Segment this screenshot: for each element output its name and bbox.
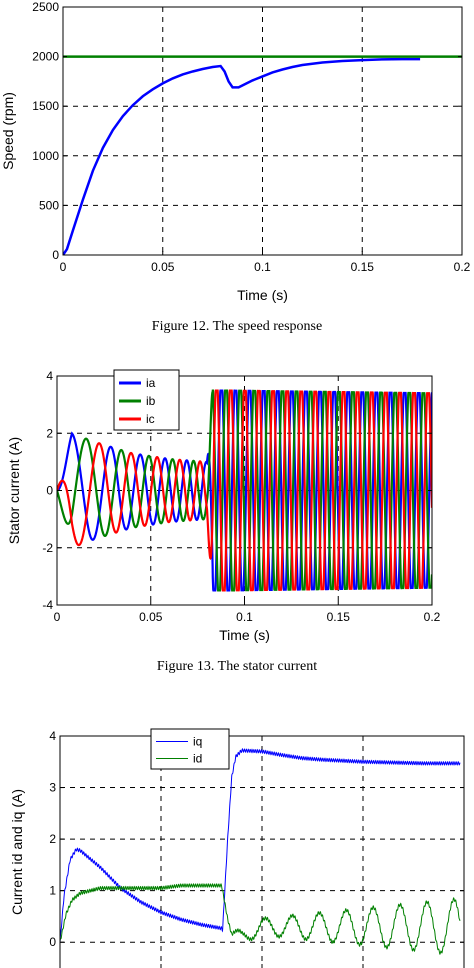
y-tick-label: 0 — [52, 248, 59, 262]
legend: iq id — [150, 728, 230, 770]
y-axis-label: Current id and iq (A) — [9, 789, 25, 915]
chart-3: 0 1 2 3 4 Current id and iq (A) iq id — [9, 728, 465, 968]
series-group — [60, 748, 461, 956]
legend-box — [150, 728, 230, 770]
x-tick-label: 0.05 — [139, 610, 163, 624]
x-axis-label: Time (s) — [237, 287, 288, 303]
y-axis-label: Stator current (A) — [6, 437, 22, 544]
y-tick-label: -4 — [42, 598, 53, 612]
x-tick-label: 0.05 — [151, 260, 175, 274]
x-tick-label: 0.15 — [351, 260, 375, 274]
series-ic — [57, 389, 432, 592]
axes-frame — [59, 735, 465, 968]
legend-label-id: id — [193, 752, 202, 766]
series-group — [57, 389, 432, 592]
y-tick-label: 2000 — [32, 50, 59, 64]
y-tick-label: 500 — [39, 198, 59, 212]
figure-caption: Figure 13. The stator current — [157, 659, 317, 674]
figure-caption: Figure 12. The speed response — [152, 319, 322, 334]
y-tick-label: 2 — [46, 426, 53, 440]
y-tick-label: 2500 — [32, 0, 59, 14]
y-tick-label: 0 — [49, 935, 56, 949]
x-tick-label: 0.2 — [454, 260, 471, 274]
y-axis-label: Speed (rpm) — [0, 92, 16, 170]
x-tick-label: 0.1 — [254, 260, 271, 274]
x-tick-label: 0.2 — [424, 610, 441, 624]
series-id — [60, 883, 461, 956]
series-group — [63, 55, 462, 255]
y-tick-label: 4 — [46, 369, 53, 383]
y-tick-label: 1500 — [32, 99, 59, 113]
x-tick-label: 0.15 — [327, 610, 351, 624]
x-tick-label: 0 — [54, 610, 61, 624]
y-tick-label: 4 — [49, 729, 56, 743]
legend-label-ic: ic — [146, 412, 155, 426]
series-iq — [60, 748, 461, 943]
series-line-1 — [63, 57, 421, 255]
y-tick-label: 2 — [49, 832, 56, 846]
y-tick-label: 0 — [46, 484, 53, 498]
legend: ia ib ic — [113, 369, 180, 431]
legend-label-ib: ib — [146, 394, 156, 408]
x-tick-label: 0 — [60, 260, 67, 274]
legend-label-iq: iq — [193, 735, 202, 749]
x-axis-label: Time (s) — [219, 627, 270, 643]
y-tick-label: 1 — [49, 884, 56, 898]
legend-label-ia: ia — [146, 376, 156, 390]
chart-1: 0 500 1000 1500 2000 2500 0 0.05 0.1 0.15 0.2 Time … — [0, 0, 471, 334]
y-tick-label: 3 — [49, 781, 56, 795]
y-tick-label: -2 — [42, 541, 53, 555]
x-tick-label: 0.1 — [236, 610, 253, 624]
y-tick-label: 1000 — [32, 149, 59, 163]
chart-2: -4 -2 0 2 4 0 0.05 0.1 0.15 0.2 Time (s) Stator cur… — [6, 369, 441, 674]
